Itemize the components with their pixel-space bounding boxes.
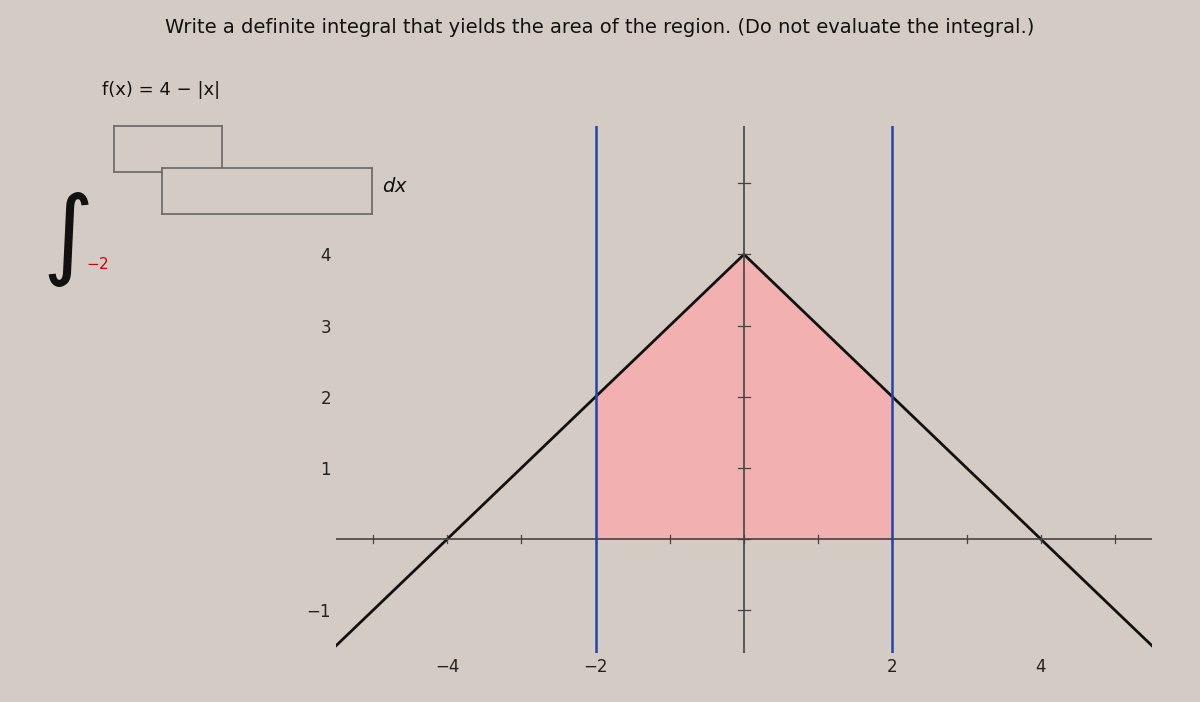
Text: $\int$: $\int$ bbox=[42, 190, 90, 289]
Text: f(x) = 4 − |x|: f(x) = 4 − |x| bbox=[102, 81, 220, 99]
Text: Write a definite integral that yields the area of the region. (Do not evaluate t: Write a definite integral that yields th… bbox=[166, 18, 1034, 37]
Text: $dx$: $dx$ bbox=[382, 176, 408, 196]
Text: $-2$: $-2$ bbox=[86, 256, 109, 272]
